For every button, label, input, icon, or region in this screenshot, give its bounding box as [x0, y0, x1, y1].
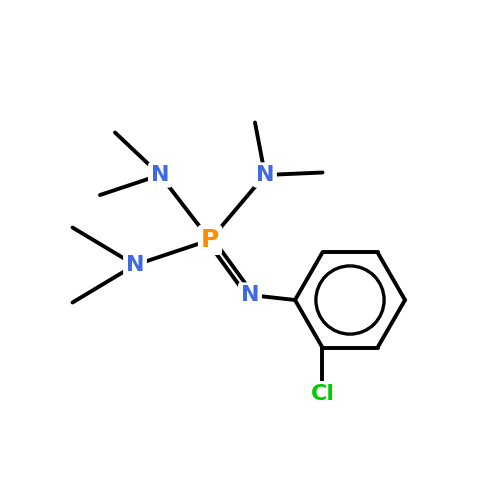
Text: N: N: [256, 165, 274, 185]
Text: N: N: [126, 255, 144, 275]
Text: N: N: [151, 165, 169, 185]
Text: N: N: [241, 285, 259, 305]
Text: Cl: Cl: [310, 384, 334, 404]
Text: P: P: [201, 228, 219, 252]
